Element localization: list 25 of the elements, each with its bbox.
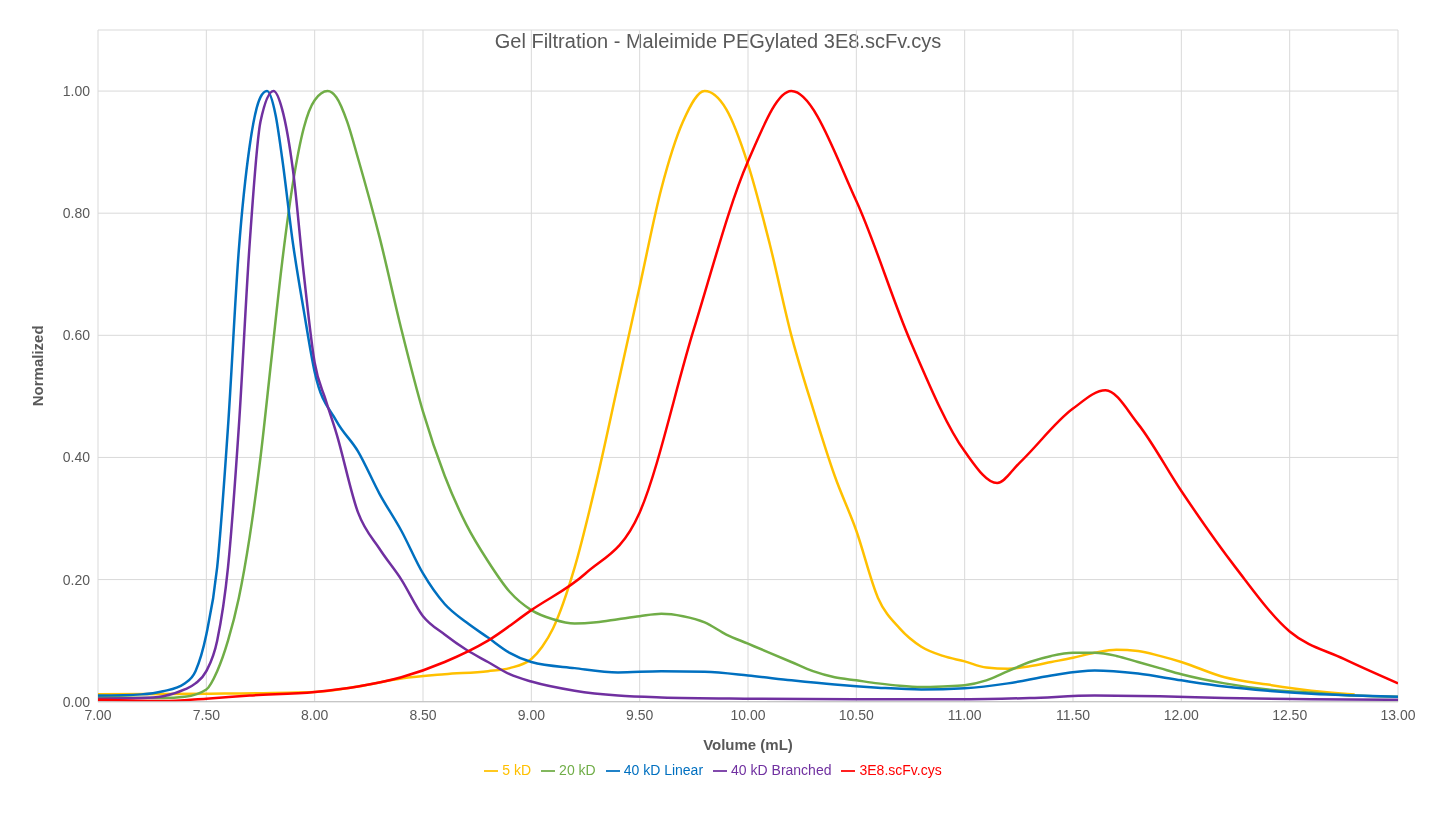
x-tick-label: 8.50 [409,706,437,723]
x-tick-label: 13.00 [1380,706,1416,723]
x-tick-label: 12.50 [1272,706,1308,723]
legend-label: 40 kD Linear [623,761,704,778]
chart-title: Gel Filtration - Maleimide PEGylated 3E8.scFv.cys [493,30,943,53]
y-tick-label: 1.00 [62,83,91,100]
x-tick-label: 7.50 [192,706,221,723]
x-tick-label: 9.00 [517,706,546,723]
y-tick-label: 0.80 [62,205,91,222]
x-tick-label: 11.00 [947,706,982,723]
y-tick-label: 0.40 [62,449,91,466]
x-tick-label: 9.50 [626,706,654,723]
legend-label: 40 kD Branched [731,761,832,778]
legend-label: 5 kD [502,761,532,778]
x-tick-label: 10.00 [730,706,766,723]
y-tick-label: 0.20 [62,571,91,588]
x-axis-title: Volume (mL) [703,735,793,753]
y-tick-label: 0.60 [62,327,91,344]
x-tick-label: 10.50 [838,706,875,723]
legend-label: 20 kD [559,761,596,778]
x-tick-label: 12.00 [1163,706,1200,723]
legend-label: 3E8.scFv.cys [859,761,942,778]
y-axis-title: Normalized [29,325,47,407]
x-tick-label: 8.00 [301,706,329,723]
x-tick-label: 11.50 [1056,706,1091,723]
